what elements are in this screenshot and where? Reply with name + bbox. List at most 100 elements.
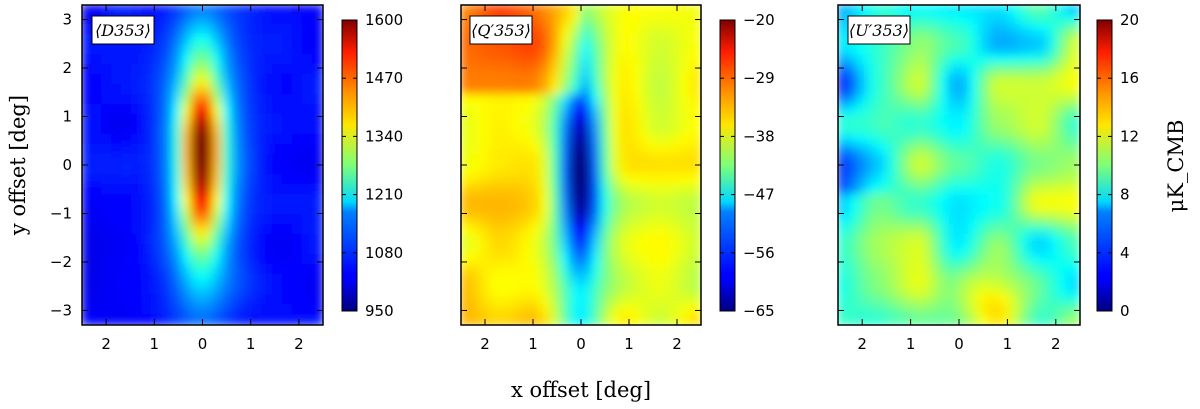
heatmap-cell	[500, 74, 512, 86]
heatmap-cell	[580, 264, 592, 276]
heatmap-cell	[1018, 254, 1031, 266]
heatmap-cell	[1028, 264, 1041, 276]
heatmap-cell	[201, 94, 214, 106]
heatmap-cell	[1058, 294, 1071, 306]
heatmap-cell	[291, 264, 304, 276]
heatmap-cell	[670, 284, 682, 296]
heatmap-cell	[131, 154, 144, 166]
heatmap-cell	[1028, 224, 1041, 236]
heatmap-cell	[241, 144, 254, 156]
heatmap-cell	[570, 14, 582, 26]
heatmap-cell	[281, 34, 294, 46]
heatmap-cell	[580, 294, 592, 306]
heatmap-cell	[897, 5, 910, 16]
heatmap-cell	[171, 154, 184, 166]
heatmap-cell	[211, 194, 224, 206]
heatmap-cell	[291, 74, 304, 86]
heatmap-cell	[560, 24, 572, 36]
heatmap-cell	[947, 224, 960, 236]
heatmap-cell	[131, 84, 144, 96]
heatmap-cell	[500, 214, 512, 226]
heatmap-cell	[590, 244, 602, 256]
heatmap-cell	[312, 84, 323, 96]
heatmap-cell	[161, 14, 174, 26]
heatmap-cell	[1048, 304, 1061, 316]
heatmap-cell	[897, 224, 910, 236]
heatmap-cell	[181, 284, 194, 296]
heatmap-cell	[520, 204, 532, 216]
heatmap-cell	[201, 44, 214, 56]
heatmap-cell	[570, 264, 582, 276]
heatmap-cell	[241, 244, 254, 256]
heatmap-cell	[281, 244, 294, 256]
heatmap-cell	[590, 114, 602, 126]
heatmap-cell	[927, 314, 940, 325]
heatmap-cell	[917, 114, 930, 126]
heatmap-cell	[560, 184, 572, 196]
heatmap-cell	[937, 224, 950, 236]
heatmap-cell	[560, 154, 572, 166]
heatmap-cell	[171, 14, 184, 26]
heatmap-cell	[131, 304, 144, 316]
heatmap-cell	[1058, 304, 1071, 316]
heatmap-cell	[640, 314, 652, 325]
heatmap-cell	[241, 224, 254, 236]
heatmap-cell	[1058, 14, 1071, 26]
heatmap-cell	[231, 224, 244, 236]
heatmap-cell	[231, 174, 244, 186]
heatmap-cell	[877, 94, 890, 106]
heatmap-cell	[281, 24, 294, 36]
heatmap-cell	[660, 304, 672, 316]
heatmap-cell	[211, 204, 224, 216]
heatmap-cell	[917, 274, 930, 286]
heatmap-cell	[867, 214, 880, 226]
heatmap-cell	[101, 204, 114, 216]
heatmap-cell	[211, 104, 224, 116]
heatmap-cell	[947, 154, 960, 166]
heatmap-cell	[907, 44, 920, 56]
heatmap-cell	[82, 64, 93, 76]
heatmap-cell	[857, 5, 870, 16]
heatmap-cell	[560, 254, 572, 266]
heatmap-cell	[461, 264, 472, 276]
heatmap-cell	[620, 114, 632, 126]
heatmap-cell	[847, 244, 860, 256]
heatmap-cell	[171, 104, 184, 116]
heatmap-cell	[550, 94, 562, 106]
heatmap-cell	[161, 304, 174, 316]
heatmap-cell	[251, 114, 264, 126]
heatmap-cell	[231, 94, 244, 106]
heatmap-cell	[610, 84, 622, 96]
heatmap-cell	[978, 204, 991, 216]
x-tick-label: 0	[198, 335, 208, 353]
heatmap-cell	[620, 74, 632, 86]
heatmap-cell	[968, 5, 981, 16]
heatmap-cell	[191, 224, 204, 236]
heatmap-cell	[947, 14, 960, 26]
heatmap-cell	[301, 14, 314, 26]
heatmap-cell	[1058, 274, 1071, 286]
heatmap-cell	[550, 194, 562, 206]
heatmap-cell	[947, 264, 960, 276]
heatmap-cell	[590, 14, 602, 26]
heatmap-cell	[857, 214, 870, 226]
heatmap-cell	[877, 134, 890, 146]
heatmap-cell	[111, 144, 124, 156]
heatmap-cell	[670, 194, 682, 206]
heatmap-cell	[937, 274, 950, 286]
heatmap-cell	[897, 274, 910, 286]
heatmap-cell	[550, 34, 562, 46]
heatmap-cell	[312, 34, 323, 46]
heatmap-cell	[312, 94, 323, 106]
heatmap-cell	[610, 164, 622, 176]
heatmap-cell	[978, 224, 991, 236]
heatmap-cell	[630, 244, 642, 256]
heatmap-cell	[927, 294, 940, 306]
heatmap-cell	[947, 144, 960, 156]
heatmap-cell	[857, 154, 870, 166]
heatmap-cell	[1028, 314, 1041, 325]
heatmap-cell	[530, 214, 542, 226]
heatmap-cell	[1028, 24, 1041, 36]
heatmap-cell	[161, 164, 174, 176]
heatmap-cell	[271, 154, 284, 166]
